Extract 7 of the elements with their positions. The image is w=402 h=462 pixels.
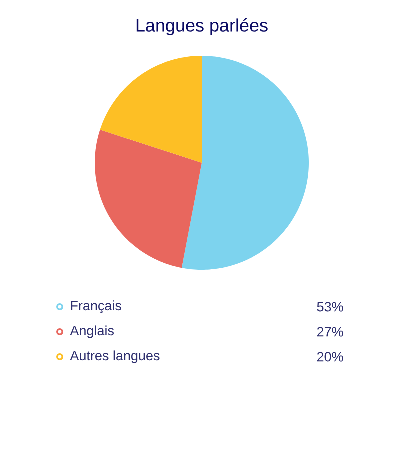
data-label: 20%	[317, 352, 344, 362]
data-label: 53%	[317, 302, 344, 312]
chart-title: Langues parlées	[136, 18, 268, 36]
legend-label: Français	[71, 300, 122, 314]
legend-label: Anglais	[70, 326, 114, 338]
legend-label: Autres langues	[70, 350, 160, 364]
data-label: 27%	[317, 327, 344, 337]
